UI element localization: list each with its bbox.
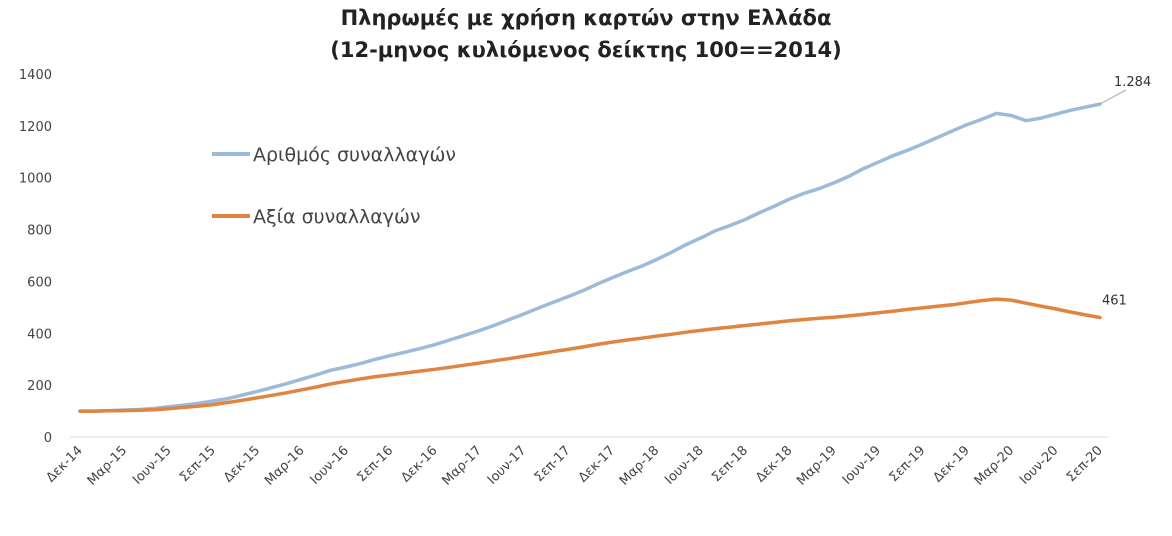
y-tick-label: 1200 [19,120,52,135]
x-tick-label: Ιουν-18 [662,443,706,487]
x-tick-label: Ιουν-16 [308,443,352,487]
plot-area [78,102,1102,413]
chart-title: Πληρωμές με χρήση καρτών στην Ελλάδα [341,6,832,30]
chart-subtitle: (12-μηνος κυλιόμενος δείκτης 100==2014) [330,38,841,62]
x-tick-label: Σεπ-20 [1064,443,1106,485]
x-tick-label: Ιουν-20 [1017,443,1061,487]
y-tick-label: 1400 [19,68,52,83]
x-tick-label: Μαρ-18 [617,443,662,488]
data-label-leader [1099,89,1127,105]
y-tick-label: 600 [27,275,52,290]
y-tick-label: 0 [44,431,52,446]
x-tick-label: Μαρ-20 [972,443,1017,488]
series-line-2 [78,297,1102,413]
x-tick-label: Σεπ-16 [354,443,396,485]
x-tick-label: Μαρ-19 [794,443,839,488]
x-tick-label: Δεκ-16 [398,443,440,485]
x-tick-label: Σεπ-15 [177,443,219,485]
x-tick-label: Δεκ-14 [44,443,86,485]
x-tick-label: Δεκ-19 [930,443,972,485]
x-tick-label: Μαρ-16 [262,443,307,488]
y-tick-label: 400 [27,327,52,342]
x-tick-label: Ιουν-17 [485,443,529,487]
x-tick-label: Σεπ-18 [709,443,751,485]
series-line-1 [78,102,1102,413]
legend: Αριθμός συναλλαγών Αξία συναλλαγών [212,144,456,228]
y-axis: 0 200 400 600 800 1000 1200 1400 [19,68,52,446]
x-tick-label: Δεκ-15 [221,443,263,485]
legend-label-2: Αξία συναλλαγών [253,206,421,228]
y-tick-label: 800 [27,224,52,239]
y-tick-label: 1000 [19,172,52,187]
data-labels: 1.284 461 [1099,75,1151,308]
legend-label-1: Αριθμός συναλλαγών [253,144,456,166]
x-tick-label: Μαρ-17 [440,443,485,488]
x-tick-label: Δεκ-18 [753,443,795,485]
y-tick-label: 200 [27,379,52,394]
x-tick-label: Ιουν-15 [130,443,174,487]
x-tick-label: Σεπ-19 [886,443,928,485]
data-label-2: 461 [1102,293,1127,308]
x-tick-label: Σεπ-17 [532,443,574,485]
data-label-1: 1.284 [1114,75,1151,90]
x-tick-label: Ιουν-19 [840,443,884,487]
x-tick-label: Μαρ-15 [85,443,130,488]
x-tick-label: Δεκ-17 [576,443,618,485]
